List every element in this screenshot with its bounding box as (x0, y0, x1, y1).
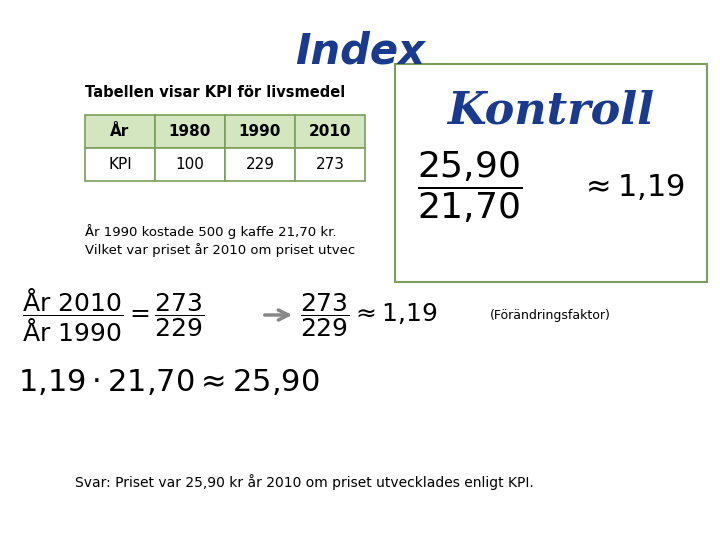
Text: 229: 229 (246, 157, 274, 172)
Text: Index: Index (295, 30, 425, 72)
Text: $\approx 1{,}19$: $\approx 1{,}19$ (580, 172, 685, 202)
Bar (295, 148, 365, 181)
Bar (85, 148, 155, 181)
Text: Svar: Priset var 25,90 kr år 2010 om priset utvecklades enligt KPI.: Svar: Priset var 25,90 kr år 2010 om pri… (75, 474, 534, 490)
Bar (225, 115, 295, 148)
Bar (395, 64, 707, 282)
Text: År 1990 kostade 500 g kaffe 21,70 kr.: År 1990 kostade 500 g kaffe 21,70 kr. (85, 225, 336, 239)
Text: År: År (110, 124, 130, 139)
Text: KPI: KPI (108, 157, 132, 172)
Text: 100: 100 (176, 157, 204, 172)
Text: $1{,}19 \cdot 21{,}70 \approx 25{,}90$: $1{,}19 \cdot 21{,}70 \approx 25{,}90$ (18, 367, 320, 397)
Text: $\dfrac{25{,}90}{21{,}70}$: $\dfrac{25{,}90}{21{,}70}$ (418, 150, 523, 225)
Text: (Förändringsfaktor): (Förändringsfaktor) (490, 308, 611, 321)
Text: 273: 273 (315, 157, 344, 172)
Text: $\dfrac{273}{229} \approx 1{,}19$: $\dfrac{273}{229} \approx 1{,}19$ (300, 291, 438, 339)
Text: $\dfrac{\mathrm{\AA r\ 2010}}{\mathrm{\AA r\ 1990}} = \dfrac{273}{229}$: $\dfrac{\mathrm{\AA r\ 2010}}{\mathrm{\A… (22, 286, 204, 344)
Bar (295, 115, 365, 148)
Bar (155, 115, 225, 148)
Text: Kontroll: Kontroll (448, 89, 654, 132)
Text: 2010: 2010 (309, 124, 351, 139)
Text: Tabellen visar KPI för livsmedel: Tabellen visar KPI för livsmedel (85, 85, 346, 100)
Bar (155, 148, 225, 181)
Text: 1980: 1980 (168, 124, 211, 139)
Bar (225, 148, 295, 181)
Text: 1990: 1990 (239, 124, 282, 139)
Bar (85, 115, 155, 148)
Text: Vilket var priset år 2010 om priset utvec: Vilket var priset år 2010 om priset utve… (85, 243, 355, 257)
